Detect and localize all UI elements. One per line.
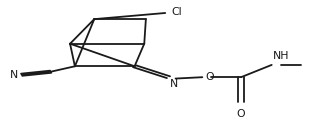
Text: NH: NH [273, 51, 290, 62]
Text: Cl: Cl [172, 7, 182, 17]
Text: N: N [10, 70, 18, 80]
Text: O: O [205, 71, 214, 82]
Text: O: O [237, 109, 245, 119]
Text: N: N [169, 79, 178, 89]
